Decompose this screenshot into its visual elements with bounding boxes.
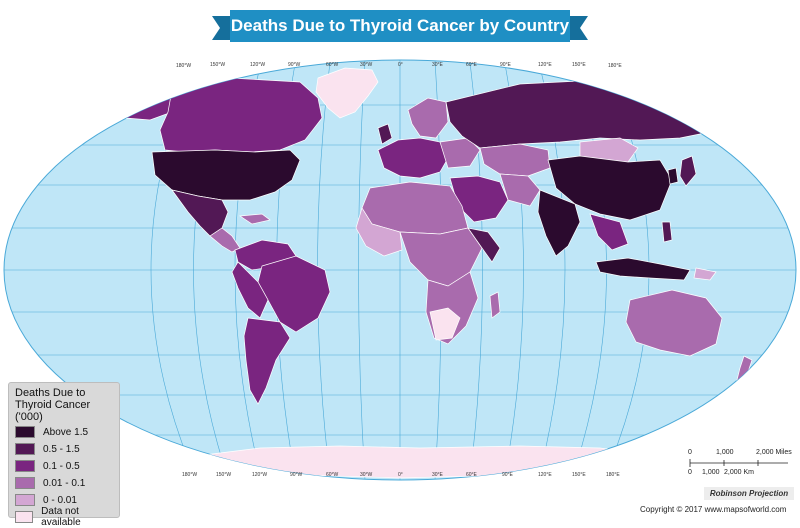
scale-mile-tick: 1,000 <box>716 449 734 456</box>
scale-km-tick: 1,000 <box>702 469 720 476</box>
legend-title-line1: Deaths Due to <box>15 387 86 399</box>
india <box>537 189 581 257</box>
lon-label: 30°E <box>432 472 443 478</box>
china <box>547 155 673 221</box>
japan <box>679 155 697 187</box>
lon-label: 60°E <box>466 62 477 68</box>
projection-label: Robinson Projection <box>704 487 794 500</box>
lon-label: 150°E <box>572 62 586 68</box>
legend-swatch <box>15 494 35 506</box>
lon-label: 90°E <box>502 472 513 478</box>
southeast-asia <box>589 213 629 251</box>
lon-label: 30°W <box>360 472 373 478</box>
lon-label: 60°E <box>466 472 477 478</box>
title-banner: Deaths Due to Thyroid Cancer by Country <box>230 10 570 42</box>
legend-item: 0.01 - 0.1 <box>15 475 113 491</box>
scale-mile-tick: 2,000 Miles <box>756 449 792 456</box>
lon-label: 180°W <box>176 63 192 69</box>
lon-label: 90°W <box>288 62 301 68</box>
uk <box>377 123 393 145</box>
scandinavia <box>407 97 449 139</box>
scale-line <box>689 459 788 467</box>
legend-swatch <box>15 443 35 455</box>
scale-bar: 0 1,000 2,000 Miles 0 1,000 2,000 Km <box>688 449 798 485</box>
map-title: Deaths Due to Thyroid Cancer by Country <box>230 16 570 35</box>
legend-title-line2: Thyroid Cancer ('000) <box>15 399 91 423</box>
eastern-europe <box>439 137 481 169</box>
lon-label: 150°E <box>572 472 586 478</box>
madagascar <box>489 291 501 319</box>
lon-label: 150°W <box>216 472 232 478</box>
legend-item: Above 1.5 <box>15 424 113 440</box>
iran <box>499 173 541 207</box>
lon-label: 180°E <box>606 472 620 478</box>
papua <box>693 267 717 281</box>
kazakhstan <box>479 143 551 177</box>
lon-label: 180°E <box>608 63 622 69</box>
greenland <box>315 67 379 119</box>
australia <box>625 289 723 357</box>
legend-label: Above 1.5 <box>43 426 89 438</box>
legend-label: Data not available <box>41 506 81 528</box>
lon-label: 60°W <box>326 472 339 478</box>
lon-label: 30°E <box>432 62 443 68</box>
south-africa <box>429 307 461 341</box>
scale-km-tick: 2,000 Km <box>724 469 754 476</box>
legend: Deaths Due to Thyroid Cancer ('000) Abov… <box>8 382 120 528</box>
philippines <box>661 221 673 243</box>
lon-label: 60°W <box>326 62 339 68</box>
west-africa <box>355 207 403 257</box>
canada <box>159 77 323 153</box>
lon-label: 120°W <box>252 472 268 478</box>
lon-label: 150°W <box>210 62 226 68</box>
legend-item: 0 - 0.01 <box>15 492 113 508</box>
peru-bolivia <box>231 261 269 319</box>
legend-item: 0.5 - 1.5 <box>15 441 113 457</box>
legend-swatch <box>15 460 35 472</box>
legend-swatch <box>15 477 35 489</box>
lon-label: 120°E <box>538 472 552 478</box>
scale-mile-tick: 0 <box>688 449 692 456</box>
indonesia <box>595 257 691 281</box>
legend-swatch <box>15 426 35 438</box>
legend-item: 0.1 - 0.5 <box>15 458 113 474</box>
lon-label: 90°E <box>500 62 511 68</box>
argentina-chile <box>243 317 291 405</box>
scale-km-tick: 0 <box>688 469 692 476</box>
lon-label: 30°W <box>360 62 373 68</box>
europe-west <box>377 137 449 179</box>
legend-label: 0.5 - 1.5 <box>43 443 80 455</box>
lon-label: 120°E <box>538 62 552 68</box>
caribbean <box>238 213 271 225</box>
lon-label: 90°W <box>290 472 303 478</box>
lon-label: 0° <box>398 472 403 478</box>
alaska <box>107 84 176 121</box>
title-banner-shape <box>212 10 588 42</box>
lon-label: 120°W <box>250 62 266 68</box>
legend-label: 0 - 0.01 <box>43 494 77 506</box>
east-africa <box>467 227 501 263</box>
legend-label: 0.01 - 0.1 <box>43 477 86 489</box>
legend-label: 0.1 - 0.5 <box>43 460 80 472</box>
lon-label: 0° <box>398 62 403 68</box>
korea <box>667 167 679 185</box>
copyright-text: Copyright © 2017 www.mapsofworld.com <box>640 505 787 514</box>
lon-label: 180°W <box>182 472 198 478</box>
legend-swatch <box>15 511 34 523</box>
